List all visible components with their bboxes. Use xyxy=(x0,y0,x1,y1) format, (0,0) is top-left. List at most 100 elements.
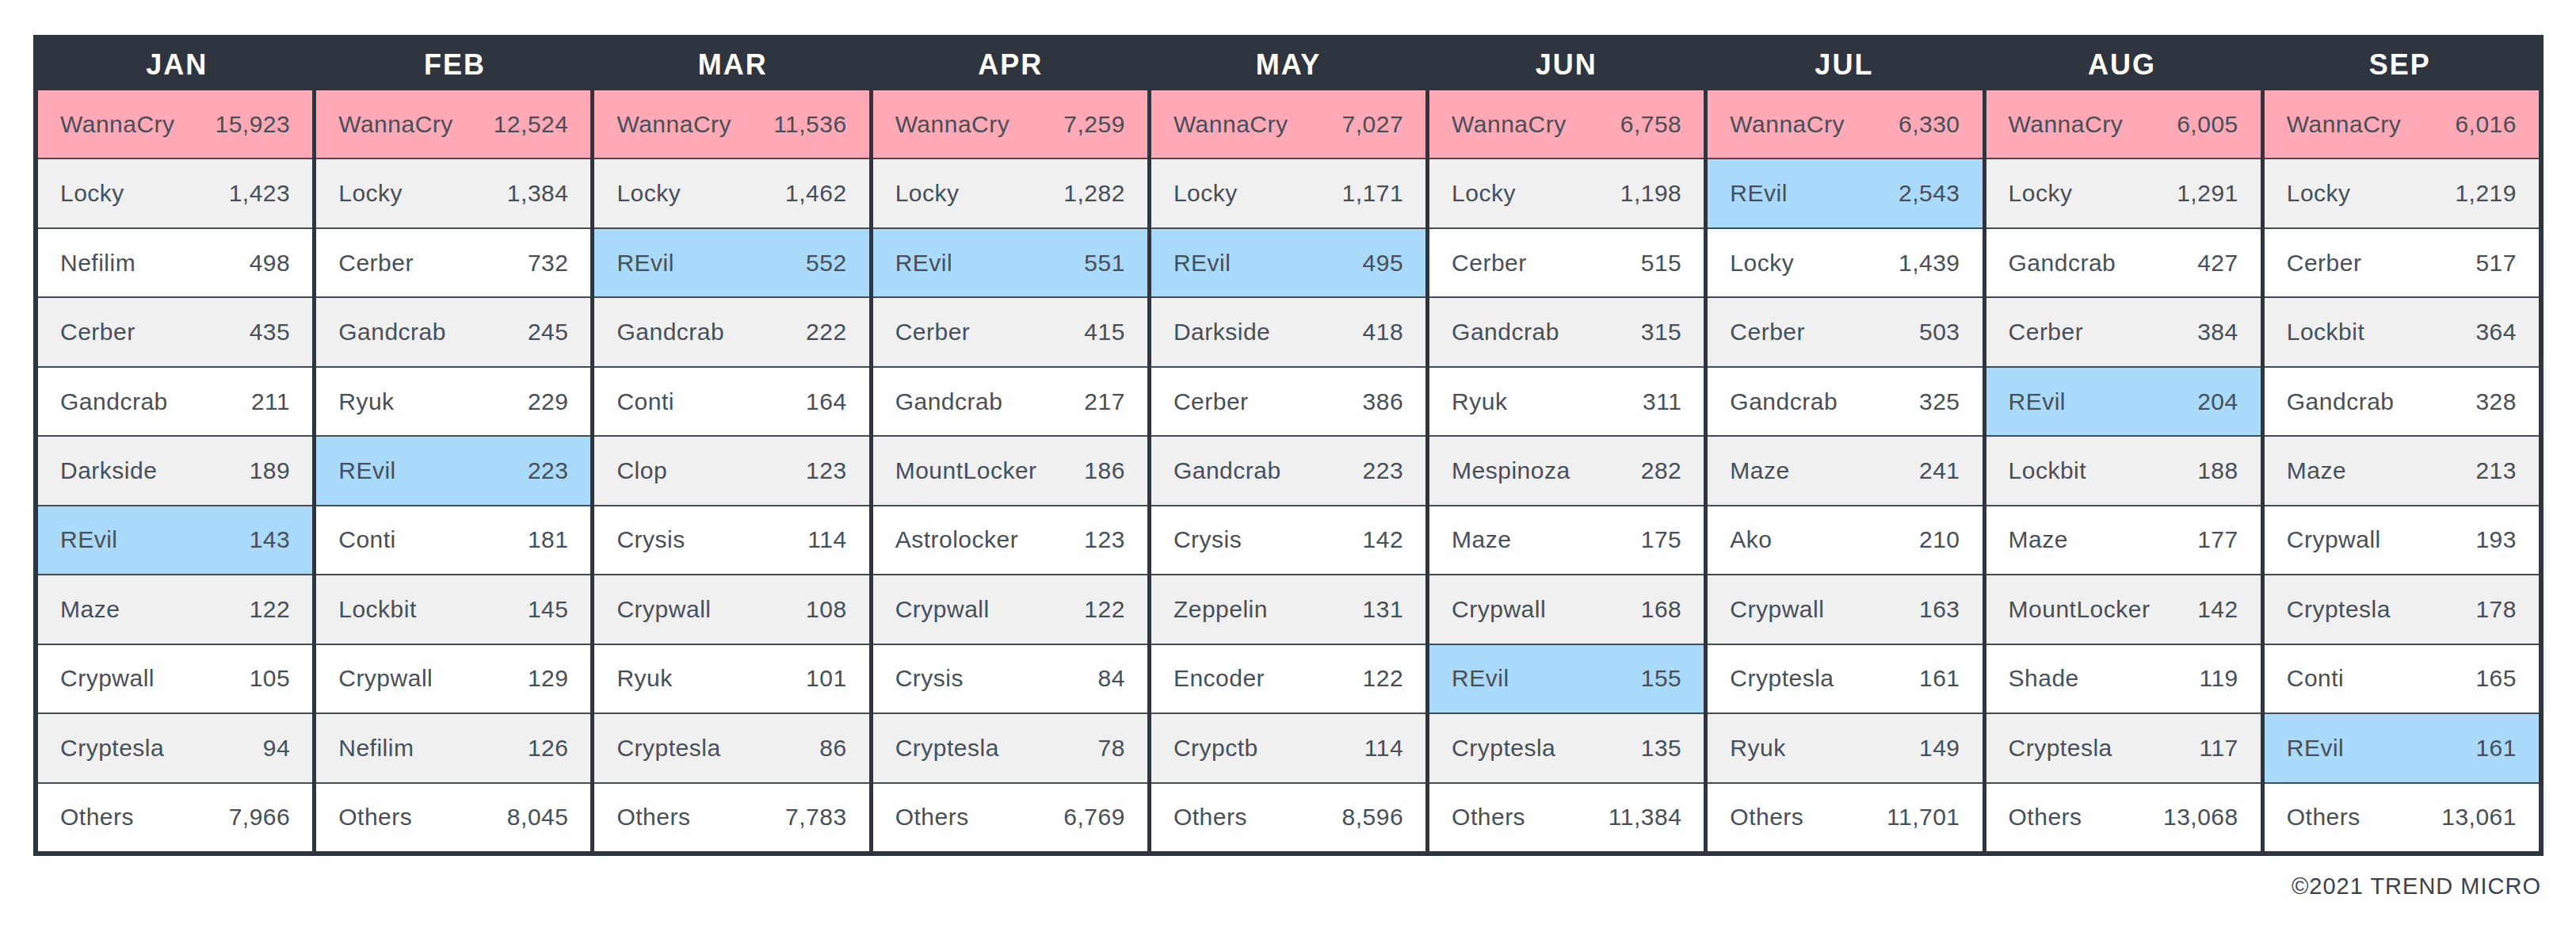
table-row: Gandcrab328 xyxy=(2265,368,2539,435)
family-name: Darkside xyxy=(1174,319,1270,346)
family-name: Maze xyxy=(2009,526,2068,553)
family-count: 211 xyxy=(251,388,290,415)
table-row: Ryuk229 xyxy=(316,368,590,435)
family-name: Cryptesla xyxy=(616,735,720,762)
table-row: Gandcrab245 xyxy=(316,298,590,365)
table-row: Nefilim126 xyxy=(316,714,590,781)
table-row: REvil552 xyxy=(594,229,868,296)
family-name: Cerber xyxy=(895,319,971,346)
family-count: 13,061 xyxy=(2441,804,2517,831)
family-name: WannaCry xyxy=(2287,111,2402,138)
family-count: 129 xyxy=(528,665,569,692)
table-row: Gandcrab223 xyxy=(1151,437,1425,504)
month-header-apr: APR xyxy=(872,40,1150,90)
family-name: Gandcrab xyxy=(895,388,1003,415)
family-name: Cryptesla xyxy=(60,735,164,762)
family-count: 84 xyxy=(1098,665,1125,692)
table-row: Maze213 xyxy=(2265,437,2539,504)
family-name: Locky xyxy=(895,180,960,207)
family-count: 15,923 xyxy=(215,111,290,138)
family-name: Crypwall xyxy=(616,596,711,623)
family-name: Ryuk xyxy=(1730,735,1785,762)
table-row: Locky1,219 xyxy=(2265,159,2539,227)
month-column-may: WannaCry7,027Locky1,171REvil495Darkside4… xyxy=(1151,90,1425,851)
family-count: 204 xyxy=(2197,388,2238,415)
table-row: REvil223 xyxy=(316,437,590,504)
family-name: REvil xyxy=(60,526,118,553)
month-column-jul: WannaCry6,330REvil2,543Locky1,439Cerber5… xyxy=(1708,90,1982,851)
family-count: 78 xyxy=(1098,735,1125,762)
family-count: 223 xyxy=(1363,457,1404,484)
table-row: Zeppelin131 xyxy=(1151,575,1425,643)
family-count: 181 xyxy=(528,526,569,553)
table-row: Ryuk311 xyxy=(1429,368,1704,435)
family-name: Others xyxy=(1174,804,1247,831)
table-row: Crypwall108 xyxy=(594,575,868,643)
family-count: 122 xyxy=(1363,665,1404,692)
family-name: MountLocker xyxy=(2009,596,2150,623)
table-row: Crypwall168 xyxy=(1429,575,1704,643)
family-name: Cerber xyxy=(1730,319,1805,346)
family-name: Maze xyxy=(1730,457,1789,484)
family-count: 122 xyxy=(1084,596,1125,623)
family-name: Shade xyxy=(2009,665,2079,692)
month-header-jan: JAN xyxy=(38,40,316,90)
month-header-feb: FEB xyxy=(316,40,594,90)
family-name: WannaCry xyxy=(1730,111,1845,138)
family-name: Crypwall xyxy=(1452,596,1546,623)
family-name: Cerber xyxy=(338,250,414,277)
family-name: Locky xyxy=(616,180,681,207)
family-count: 114 xyxy=(1364,735,1403,762)
family-name: Locky xyxy=(338,180,403,207)
table-row: Lockbit145 xyxy=(316,575,590,643)
table-row: REvil155 xyxy=(1429,645,1704,713)
table-row: Cerber517 xyxy=(2265,229,2539,296)
family-count: 495 xyxy=(1363,250,1404,277)
family-name: Astrolocker xyxy=(895,526,1019,553)
family-count: 2,543 xyxy=(1899,180,1960,207)
table-row: WannaCry6,330 xyxy=(1708,90,1982,158)
family-name: Maze xyxy=(2287,457,2346,484)
ransomware-monthly-table-figure: JANFEBMARAPRMAYJUNJULAUGSEP WannaCry15,9… xyxy=(0,0,2576,936)
month-header-sep: SEP xyxy=(2261,40,2539,90)
family-count: 161 xyxy=(1919,665,1960,692)
family-name: WannaCry xyxy=(895,111,1010,138)
table-row: MountLocker186 xyxy=(873,437,1147,504)
family-count: 551 xyxy=(1084,250,1125,277)
family-count: 189 xyxy=(250,457,291,484)
table-row: Crypwall163 xyxy=(1708,575,1982,643)
family-count: 161 xyxy=(2475,735,2517,762)
family-name: Cerber xyxy=(60,319,135,346)
family-name: Locky xyxy=(2009,180,2073,207)
family-count: 12,524 xyxy=(494,111,569,138)
family-count: 163 xyxy=(1919,596,1960,623)
table-row: Gandcrab325 xyxy=(1708,368,1982,435)
family-count: 175 xyxy=(1641,526,1682,553)
family-count: 1,198 xyxy=(1620,180,1682,207)
table-row: Ryuk149 xyxy=(1708,714,1982,781)
family-count: 119 xyxy=(2199,665,2238,692)
table-row: Gandcrab315 xyxy=(1429,298,1704,365)
family-count: 498 xyxy=(250,250,291,277)
table-row: Ryuk101 xyxy=(594,645,868,713)
family-name: Locky xyxy=(1174,180,1238,207)
family-name: Conti xyxy=(2287,665,2345,692)
family-name: WannaCry xyxy=(338,111,453,138)
family-count: 7,966 xyxy=(229,804,291,831)
table-row: Cryptesla78 xyxy=(873,714,1147,781)
table-row: Locky1,171 xyxy=(1151,159,1425,227)
table-row: Others13,068 xyxy=(1986,784,2261,851)
table-row: Conti164 xyxy=(594,368,868,435)
family-name: Crysis xyxy=(1174,526,1242,553)
family-name: REvil xyxy=(616,250,674,277)
table-row: Cryptesla135 xyxy=(1429,714,1704,781)
table-row: Others6,769 xyxy=(873,784,1147,851)
family-count: 1,291 xyxy=(2177,180,2238,207)
table-row: Others8,596 xyxy=(1151,784,1425,851)
table-row: Cryptesla117 xyxy=(1986,714,2261,781)
family-name: Cryptesla xyxy=(1730,665,1834,692)
family-name: Ryuk xyxy=(338,388,394,415)
table-row: Cerber415 xyxy=(873,298,1147,365)
family-name: Cerber xyxy=(1452,250,1527,277)
table-row: WannaCry7,259 xyxy=(873,90,1147,158)
